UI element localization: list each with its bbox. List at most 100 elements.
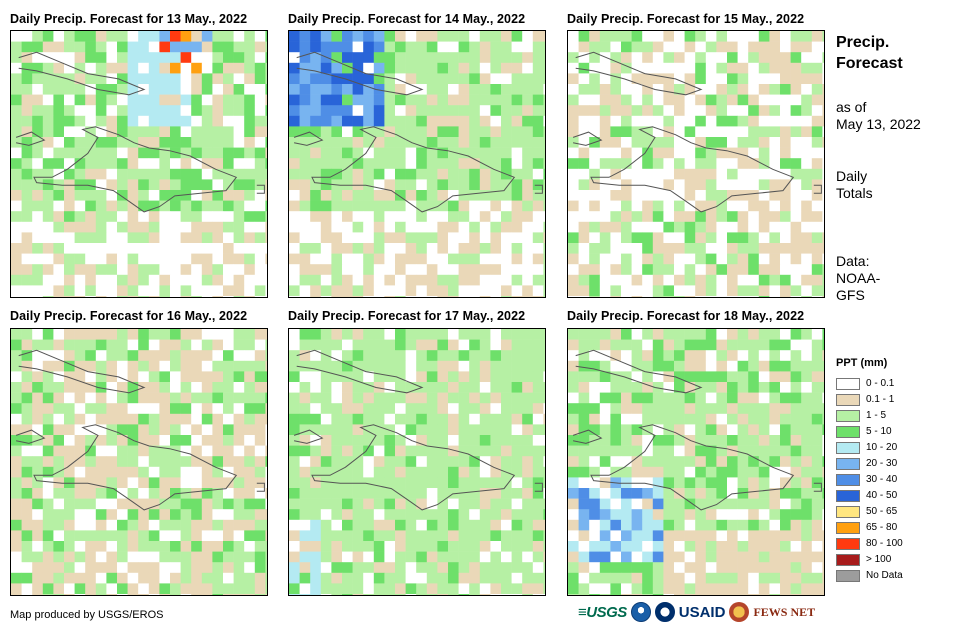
- precip-grid-cell: [170, 158, 181, 170]
- precip-grid-cell: [159, 285, 171, 297]
- precip-grid-cell: [705, 158, 717, 170]
- precip-grid-cell: [426, 562, 438, 574]
- precip-grid-cell: [310, 477, 322, 489]
- precip-grid-cell: [106, 456, 118, 468]
- precip-grid-cell: [395, 541, 406, 552]
- precip-grid-cell: [458, 296, 470, 297]
- precip-grid-cell: [501, 41, 512, 53]
- precip-grid-cell: [289, 339, 300, 351]
- precip-grid-cell: [180, 62, 192, 74]
- precip-grid-cell: [138, 530, 150, 542]
- precip-grid-cell: [663, 232, 675, 244]
- precip-grid-cell: [331, 329, 343, 340]
- precip-grid-cell: [822, 73, 824, 85]
- precip-grid-cell: [621, 115, 632, 127]
- precip-grid-cell: [790, 350, 802, 362]
- precip-grid-cell: [95, 158, 107, 170]
- precip-grid-cell: [610, 232, 622, 244]
- precip-grid-cell: [21, 456, 33, 468]
- precip-grid-cell: [352, 339, 364, 351]
- precip-grid-cell: [106, 413, 118, 425]
- precip-grid-cell: [748, 168, 760, 180]
- precip-grid-cell: [352, 392, 364, 404]
- precip-grid-cell: [695, 221, 707, 233]
- precip-grid-cell: [801, 403, 813, 415]
- precip-grid-cell: [801, 137, 813, 148]
- precip-grid-cell: [352, 94, 364, 106]
- precip-grid-cell: [599, 126, 611, 138]
- coastline: [15, 131, 46, 146]
- precip-grid-cell: [244, 221, 256, 233]
- precip-grid-cell: [652, 52, 664, 64]
- precip-grid-cell: [642, 147, 654, 159]
- precip-grid-cell: [511, 137, 523, 148]
- precip-grid-cell: [501, 179, 512, 191]
- precip-grid-cell: [405, 509, 417, 521]
- precip-grid-cell: [631, 221, 643, 233]
- precip-grid-cell: [599, 498, 611, 510]
- precip-grid-cell: [42, 445, 54, 457]
- precip-grid-cell: [426, 285, 438, 297]
- precip-grid-cell: [490, 382, 502, 393]
- precip-grid-cell: [501, 403, 512, 415]
- precip-grid-cell: [479, 41, 491, 53]
- precip-grid-cell: [458, 179, 470, 191]
- precip-grid-cell: [395, 339, 406, 351]
- precip-grid-cell: [543, 274, 545, 286]
- precip-grid-cell: [289, 424, 300, 436]
- precip-grid-cell: [159, 115, 171, 127]
- precip-grid-cell: [822, 466, 824, 478]
- precip-grid-cell: [106, 488, 118, 499]
- precip-map-5: [288, 328, 546, 596]
- precip-grid-cell: [801, 435, 813, 446]
- precip-grid-cell: [811, 126, 823, 138]
- precip-grid-cell: [599, 31, 611, 42]
- precip-grid-cell: [737, 477, 749, 489]
- precip-grid-cell: [310, 221, 322, 233]
- precip-grid-cell: [254, 211, 266, 223]
- precip-grid-cell: [159, 274, 171, 286]
- precip-grid-cell: [684, 31, 696, 42]
- precip-grid-cell: [811, 562, 823, 574]
- precip-grid-cell: [652, 211, 664, 223]
- precip-grid-cell: [299, 509, 311, 521]
- precip-grid-cell: [11, 339, 22, 351]
- precip-grid-cell: [684, 371, 696, 383]
- sidebar-data-line3: GFS: [836, 287, 865, 303]
- precip-grid-cell: [501, 253, 512, 265]
- precip-grid-cell: [148, 253, 160, 265]
- precip-grid-cell: [212, 285, 224, 297]
- precip-grid-cell: [95, 583, 107, 595]
- panel-title-1: Daily Precip. Forecast for 13 May., 2022: [10, 12, 248, 26]
- precip-grid-cell: [737, 382, 749, 393]
- precip-grid-cell: [331, 530, 343, 542]
- precip-grid-cell: [568, 232, 579, 244]
- precip-grid-cell: [11, 126, 22, 138]
- precip-grid-cell: [568, 551, 579, 563]
- precip-grid-cell: [599, 253, 611, 265]
- legend-swatch: [836, 377, 860, 390]
- precip-grid-cell: [801, 296, 813, 297]
- precip-grid-cell: [695, 137, 707, 148]
- precip-grid-cell: [352, 403, 364, 415]
- precip-grid-cell: [769, 41, 781, 53]
- precip-grid-cell: [85, 253, 97, 265]
- precip-grid-cell: [320, 115, 332, 127]
- precip-grid-cell: [822, 360, 824, 372]
- precip-grid-cell: [621, 360, 632, 372]
- precip-grid-cell: [631, 126, 643, 138]
- precip-grid-cell: [674, 413, 685, 425]
- precip-grid-cell: [631, 498, 643, 510]
- precip-grid-cell: [159, 413, 171, 425]
- precip-grid-cell: [780, 519, 791, 531]
- precip-grid-cell: [479, 382, 491, 393]
- precip-grid-cell: [479, 84, 491, 95]
- precip-grid-cell: [748, 477, 760, 489]
- precip-grid-cell: [621, 105, 632, 117]
- precip-grid-cell: [310, 243, 322, 254]
- precip-grid-cell: [748, 339, 760, 351]
- precip-grid-cell: [395, 211, 406, 223]
- precip-grid-cell: [310, 530, 322, 542]
- precip-grid-cell: [95, 371, 107, 383]
- precip-grid-cell: [426, 530, 438, 542]
